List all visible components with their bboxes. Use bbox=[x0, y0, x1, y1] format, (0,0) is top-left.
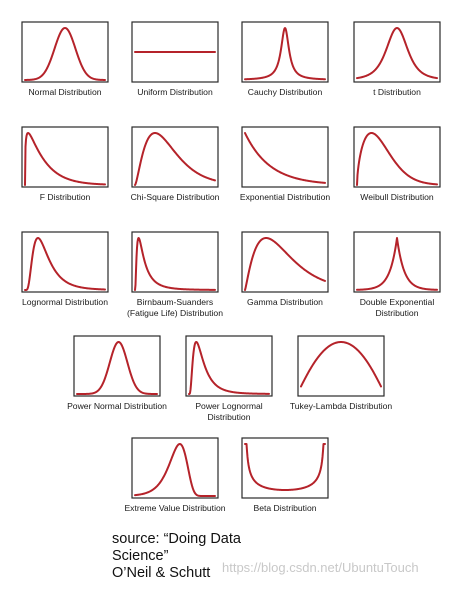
density-curve-gamma bbox=[244, 237, 326, 291]
density-curve-normal bbox=[24, 27, 106, 81]
panel-uniform: Uniform Distribution bbox=[131, 21, 219, 97]
distribution-label: Gamma Distribution bbox=[247, 297, 323, 307]
density-curve-weibull bbox=[356, 132, 438, 186]
distribution-label: Power Normal Distribution bbox=[67, 401, 167, 411]
distribution-label: Distribution bbox=[376, 308, 419, 318]
panel-birnbaum-saunders: Birnbaum-Suanders(Fatigue Life) Distribu… bbox=[127, 231, 223, 318]
distribution-label: (Fatigue Life) Distribution bbox=[127, 308, 223, 318]
density-curve-double-exponential bbox=[356, 237, 438, 291]
panel-frame bbox=[131, 231, 219, 293]
panel-normal: Normal Distribution bbox=[21, 21, 109, 97]
panel-f: F Distribution bbox=[21, 126, 109, 202]
distribution-label: F Distribution bbox=[40, 192, 91, 202]
distribution-label: Power Lognormal bbox=[195, 401, 262, 411]
distribution-label: Double Exponential bbox=[360, 297, 435, 307]
panel-frame bbox=[185, 335, 273, 397]
panel-exponential: Exponential Distribution bbox=[240, 126, 331, 202]
distribution-label: Cauchy Distribution bbox=[248, 87, 323, 97]
panel-frame bbox=[21, 21, 109, 83]
density-curve-extreme-value bbox=[134, 443, 216, 497]
density-curve-birnbaum-saunders bbox=[134, 237, 216, 291]
distribution-label: Birnbaum-Suanders bbox=[137, 297, 213, 307]
distribution-label: Exponential Distribution bbox=[240, 192, 331, 202]
panel-weibull: Weibull Distribution bbox=[353, 126, 441, 202]
density-curve-cauchy bbox=[244, 27, 326, 81]
distribution-label: Lognormal Distribution bbox=[22, 297, 108, 307]
density-curve-lognormal bbox=[24, 237, 106, 291]
panel-tukey-lambda: Tukey-Lambda Distribution bbox=[290, 335, 393, 411]
panel-beta: Beta Distribution bbox=[241, 437, 329, 513]
distribution-label: Extreme Value Distribution bbox=[124, 503, 225, 513]
distribution-label: Distribution bbox=[208, 412, 251, 422]
panel-gamma: Gamma Distribution bbox=[241, 231, 329, 307]
panel-t: t Distribution bbox=[353, 21, 441, 97]
panel-frame bbox=[73, 335, 161, 397]
distribution-label: Weibull Distribution bbox=[360, 192, 434, 202]
distribution-label: Normal Distribution bbox=[28, 87, 101, 97]
panel-frame bbox=[241, 231, 329, 293]
panel-frame bbox=[131, 437, 219, 499]
source-line-3: O’Neil & Schutt bbox=[112, 565, 211, 581]
panel-extreme-value: Extreme Value Distribution bbox=[124, 437, 226, 513]
distribution-label: Beta Distribution bbox=[253, 503, 316, 513]
distribution-label: Chi-Square Distribution bbox=[131, 192, 220, 202]
distribution-label: t Distribution bbox=[373, 87, 421, 97]
distribution-label: Uniform Distribution bbox=[137, 87, 213, 97]
watermark: https://blog.csdn.net/UbuntuTouch bbox=[222, 560, 419, 575]
density-curve-power-normal bbox=[76, 341, 158, 395]
density-curve-tukey-lambda bbox=[300, 341, 382, 388]
panel-frame bbox=[297, 335, 385, 397]
panel-chi-square: Chi-Square Distribution bbox=[131, 126, 220, 202]
density-curve-beta bbox=[244, 443, 326, 491]
panel-lognormal: Lognormal Distribution bbox=[21, 231, 109, 307]
density-curve-f bbox=[24, 132, 106, 186]
panel-power-normal: Power Normal Distribution bbox=[67, 335, 167, 411]
panel-frame bbox=[241, 437, 329, 499]
source-citation: source: “Doing Data Science” O’Neil & Sc… bbox=[112, 531, 241, 582]
source-line-1: source: “Doing Data bbox=[112, 531, 241, 547]
panel-frame bbox=[241, 21, 329, 83]
density-curve-exponential bbox=[244, 132, 326, 184]
density-curve-power-lognormal bbox=[188, 341, 270, 395]
panel-frame bbox=[353, 21, 441, 83]
density-curve-t bbox=[356, 27, 438, 80]
panel-frame bbox=[241, 126, 329, 188]
distribution-label: Tukey-Lambda Distribution bbox=[290, 401, 393, 411]
density-curve-chi-square bbox=[134, 132, 216, 186]
panel-cauchy: Cauchy Distribution bbox=[241, 21, 329, 97]
source-line-2: Science” bbox=[112, 548, 169, 564]
panel-frame bbox=[353, 126, 441, 188]
